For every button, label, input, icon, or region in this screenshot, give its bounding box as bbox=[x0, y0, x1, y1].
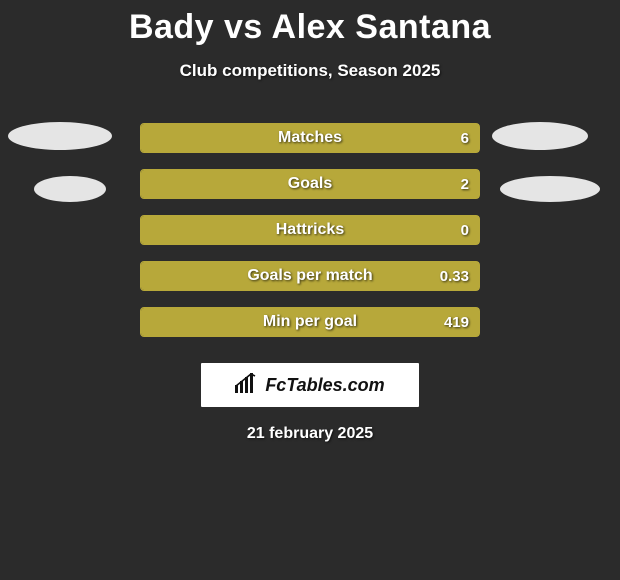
stat-row: Matches6 bbox=[0, 115, 620, 161]
stat-bar: Matches6 bbox=[140, 123, 480, 153]
stat-bar: Min per goal419 bbox=[140, 307, 480, 337]
stat-bar: Hattricks0 bbox=[140, 215, 480, 245]
brand-icon bbox=[235, 373, 259, 398]
stat-label: Goals bbox=[141, 170, 479, 198]
stat-value: 0.33 bbox=[440, 262, 469, 290]
stat-value: 6 bbox=[461, 124, 469, 152]
stat-row: Hattricks0 bbox=[0, 207, 620, 253]
stat-label: Goals per match bbox=[141, 262, 479, 290]
stat-row: Min per goal419 bbox=[0, 299, 620, 345]
subtitle: Club competitions, Season 2025 bbox=[0, 61, 620, 81]
stat-rows: Matches6Goals2Hattricks0Goals per match0… bbox=[0, 115, 620, 345]
brand-box: FcTables.com bbox=[201, 363, 419, 407]
stat-label: Hattricks bbox=[141, 216, 479, 244]
stat-row: Goals2 bbox=[0, 161, 620, 207]
stat-bar: Goals2 bbox=[140, 169, 480, 199]
page-title: Bady vs Alex Santana bbox=[0, 0, 620, 47]
date-text: 21 february 2025 bbox=[0, 425, 620, 443]
stat-value: 2 bbox=[461, 170, 469, 198]
brand-text: FcTables.com bbox=[265, 375, 384, 396]
stat-label: Min per goal bbox=[141, 308, 479, 336]
stat-value: 0 bbox=[461, 216, 469, 244]
stat-value: 419 bbox=[444, 308, 469, 336]
stat-bar: Goals per match0.33 bbox=[140, 261, 480, 291]
stat-row: Goals per match0.33 bbox=[0, 253, 620, 299]
stat-label: Matches bbox=[141, 124, 479, 152]
